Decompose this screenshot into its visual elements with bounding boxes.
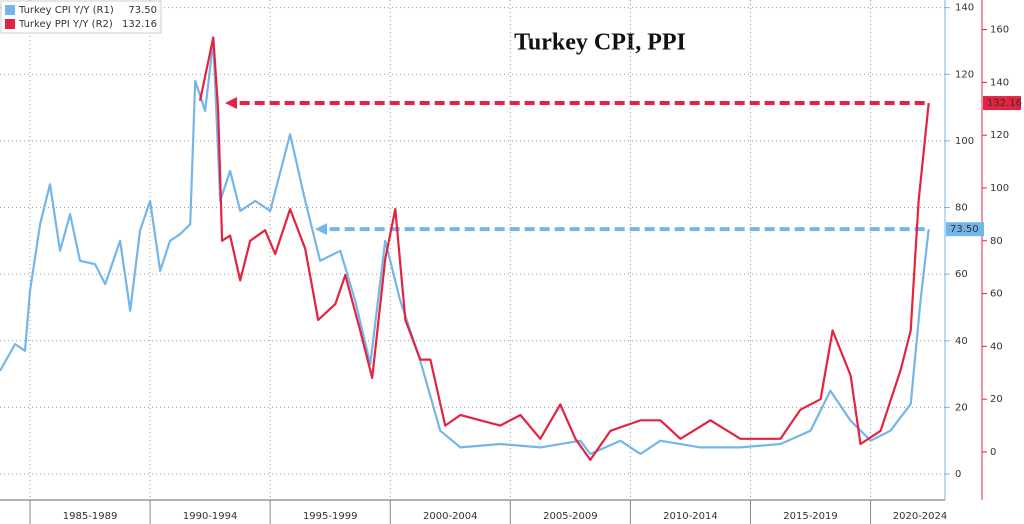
y-tick-label: 0 [955, 469, 961, 480]
y-tick-label: 60 [955, 269, 968, 280]
x-tick-label: 2015-2019 [783, 511, 838, 522]
y2-tick-label: 100 [990, 183, 1009, 194]
y2-tick-label: 20 [990, 394, 1003, 405]
y2-tick-label: 40 [990, 341, 1003, 352]
legend-box [0, 0, 162, 34]
y2-tick-label: 60 [990, 289, 1003, 300]
y-tick-label: 40 [955, 336, 968, 347]
last-value-badge [946, 222, 984, 237]
y-tick-label: 20 [955, 402, 968, 413]
y-tick-label: 100 [955, 136, 974, 147]
chart-title: Turkey CPI, PPI [514, 30, 686, 56]
y2-tick-label: 160 [990, 25, 1009, 36]
y-tick-label: 120 [955, 69, 974, 80]
arrow-head [225, 97, 237, 110]
last-value-label: 73.50 [950, 224, 979, 235]
x-tick-label: 1985-1989 [63, 511, 118, 522]
legend: Turkey CPI Y/Y (R1) 73.50 Turkey PPI Y/Y (… [0, 0, 162, 34]
y-tick-label: 80 [955, 203, 968, 214]
y2-tick-label: 0 [990, 447, 996, 458]
arrow-head [315, 223, 327, 236]
last-value-badge [983, 96, 1021, 111]
last-value-label: 132.16 [987, 98, 1022, 109]
legend-swatch [5, 19, 15, 29]
y2-tick-label: 140 [990, 77, 1009, 88]
x-tick-label: 2020-2024 [893, 511, 948, 522]
y2-tick-label: 80 [990, 236, 1003, 247]
y-tick-label: 140 [955, 3, 974, 14]
x-tick-label: 1995-1999 [303, 511, 358, 522]
legend-value: 73.50 [128, 5, 157, 16]
y2-tick-label: 120 [990, 130, 1009, 141]
line [0, 39, 930, 456]
x-tick-label: 2005-2009 [543, 511, 598, 522]
legend-value: 132.16 [122, 19, 157, 30]
legend-swatch [5, 5, 15, 15]
x-tick-label: 2000-2004 [423, 511, 478, 522]
legend-label: Turkey CPI Y/Y (R1) [18, 5, 114, 16]
x-tick-label: 2010-2014 [663, 511, 718, 522]
legend-label: Turkey PPI Y/Y (R2) [18, 19, 113, 30]
x-tick-label: 1990-1994 [183, 511, 238, 522]
line [198, 36, 930, 461]
